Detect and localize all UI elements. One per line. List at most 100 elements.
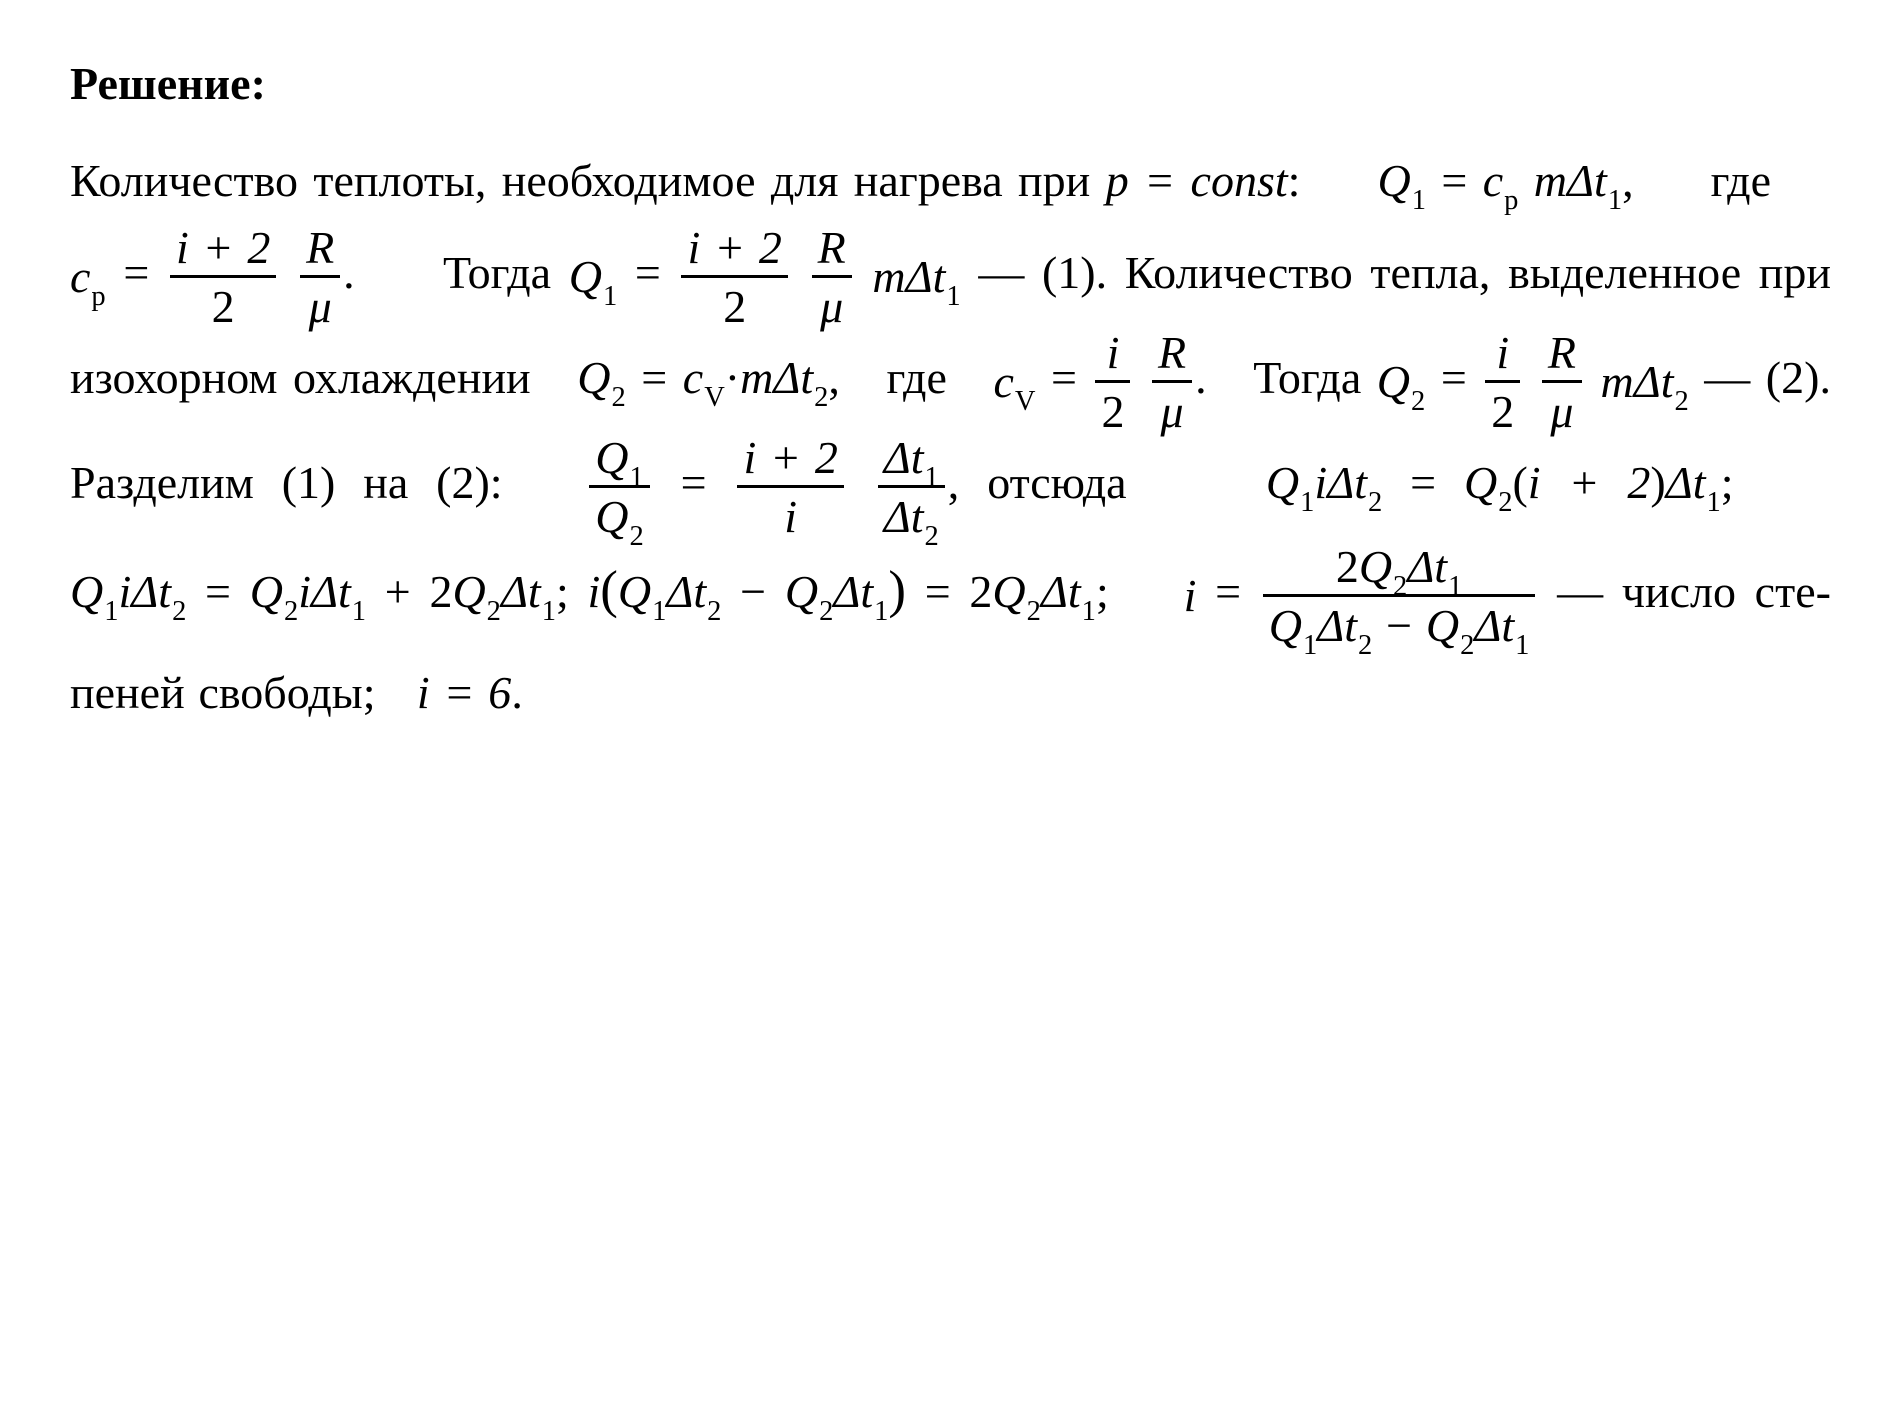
var-R2: R xyxy=(812,225,852,275)
then-1: Тогда xyxy=(443,247,551,298)
var-R: R xyxy=(300,225,340,275)
var-R4: R xyxy=(1542,330,1582,380)
s2-dt1b: Δt xyxy=(501,566,541,617)
eq-Q1-expanded: Q1 = i + 2 2 R μ mΔt1 xyxy=(569,247,979,298)
where-2: где xyxy=(886,352,946,403)
equals4: = xyxy=(641,352,682,403)
sub-1: 1 xyxy=(1411,185,1426,216)
den-2b: 2 xyxy=(681,275,787,330)
s2-Q2as: 2 xyxy=(283,596,298,627)
sub-V2: V xyxy=(1014,386,1036,417)
s1-Q2: Q xyxy=(1464,457,1497,508)
then-2: Тогда xyxy=(1253,352,1361,403)
ires-i: i xyxy=(1184,570,1197,621)
s3-dt1: Δt xyxy=(833,566,873,617)
var-Q: Q xyxy=(1377,155,1410,206)
sub-2a: 2 xyxy=(611,382,626,413)
p-const: p = const: xyxy=(1106,155,1316,206)
equals8: = xyxy=(1410,457,1464,508)
ires-Q2d: Q xyxy=(1426,600,1459,651)
var-c2: c xyxy=(70,251,90,302)
equals9: = xyxy=(205,566,250,617)
equals: = xyxy=(1441,155,1482,206)
sub-2d: 2 xyxy=(1673,386,1688,417)
where: где xyxy=(1711,155,1771,206)
twoB: 2 xyxy=(969,566,992,617)
eq-ratio: Q1 Q2 = i + 2 i Δt1 Δt2 , xyxy=(586,457,987,508)
den-2: 2 xyxy=(170,275,276,330)
s2-ia: i xyxy=(298,566,311,617)
s3-Q2b: Q xyxy=(992,566,1025,617)
ires-dt1n: Δt xyxy=(1407,541,1447,592)
s2-Q2bs: 2 xyxy=(486,596,501,627)
s3-dt1b: Δt xyxy=(1041,566,1081,617)
period3: . xyxy=(511,667,523,718)
s3-Q2bs: 2 xyxy=(1026,596,1041,627)
var-c3: c xyxy=(683,352,703,403)
s1-dt2s: 2 xyxy=(1367,487,1382,518)
intro-text: Количество теплоты, необходимое для нагр… xyxy=(70,155,1090,206)
isochoric: изохорном охлаждении xyxy=(70,352,531,403)
frac-iplus2-over-2: i + 2 2 xyxy=(170,225,276,330)
var-mu2: μ xyxy=(812,275,852,330)
s1-Q1: Q xyxy=(1266,457,1299,508)
twoA: 2 xyxy=(429,566,452,617)
ires-dt2ds: 2 xyxy=(1357,630,1372,661)
equals6: = xyxy=(1441,352,1482,403)
s3-minus: − xyxy=(721,566,784,617)
s2-i: i xyxy=(119,566,132,617)
ires-Q1ds: 1 xyxy=(1302,630,1317,661)
em-2: — (2). xyxy=(1704,352,1831,403)
em-3: — xyxy=(1557,566,1622,617)
eq-i-result: i = 2Q2Δt1 Q1Δt2 − Q2Δt1 xyxy=(1184,566,1558,617)
ires-dt1ds: 1 xyxy=(1514,630,1529,661)
i-plus-2c: i + 2 xyxy=(743,432,837,483)
frac-iplus2-over-i: i + 2 i xyxy=(737,435,843,540)
s1-dt1: Δt xyxy=(1666,457,1706,508)
s3-dt2s: 2 xyxy=(706,596,721,627)
var-mu3: μ xyxy=(1152,380,1192,435)
frac-i-over-2b: i 2 xyxy=(1485,330,1520,435)
comma: , xyxy=(1622,155,1634,206)
delta-t3: Δt xyxy=(773,352,813,403)
s2-Q2b: Q xyxy=(452,566,485,617)
den-2c: 2 xyxy=(1095,380,1130,435)
eq-Q2-cv: Q2 = cV·mΔt2, xyxy=(577,352,855,403)
delta-t4: Δt xyxy=(1634,356,1674,407)
frac-i-over-2: i 2 xyxy=(1095,330,1130,435)
var-m3: m xyxy=(740,352,773,403)
ires-minus: − xyxy=(1372,600,1426,651)
semi1: ; xyxy=(1721,457,1734,508)
colon: : xyxy=(1288,155,1301,206)
var-i: i xyxy=(1095,330,1130,380)
sub-p2: p xyxy=(90,281,105,312)
frac-Q1-over-Q2: Q1 Q2 xyxy=(589,435,650,540)
delta-t: Δt xyxy=(1567,155,1607,206)
s2-Q1s: 1 xyxy=(103,596,118,627)
s2-dt2: Δt xyxy=(131,566,171,617)
dt2d: Δt xyxy=(884,491,924,542)
dt1ns: 1 xyxy=(924,462,939,493)
s1-i: i xyxy=(1314,457,1327,508)
solution-body: Количество теплоты, необходимое для нагр… xyxy=(70,137,1831,736)
s2-Q2a: Q xyxy=(250,566,283,617)
num-2: 2 xyxy=(1336,541,1359,592)
ires-dt2d: Δt xyxy=(1317,600,1357,651)
frac-iplus2-over-2b: i + 2 2 xyxy=(681,225,787,330)
var-mu: μ xyxy=(300,275,340,330)
s1-Q2s: 2 xyxy=(1497,487,1512,518)
s1-Q1s: 1 xyxy=(1299,487,1314,518)
var-Q4: Q xyxy=(1377,356,1410,407)
s2-Q1: Q xyxy=(70,566,103,617)
den-2d: 2 xyxy=(1485,380,1520,435)
heat-released: Количество тепла, выделенное при xyxy=(1125,247,1831,298)
equals7: = xyxy=(681,457,735,508)
dof-tail-1: число сте- xyxy=(1622,566,1831,617)
rf-Q1n: Q xyxy=(595,432,628,483)
var-mu4: μ xyxy=(1542,380,1582,435)
rf-Q2d: Q xyxy=(595,491,628,542)
em-1: — (1). xyxy=(978,247,1124,298)
eq-Q2-expanded: Q2 = i 2 R μ mΔt2 xyxy=(1377,352,1704,403)
ires-Q2ds: 2 xyxy=(1459,630,1474,661)
s3-dt2: Δt xyxy=(666,566,706,617)
